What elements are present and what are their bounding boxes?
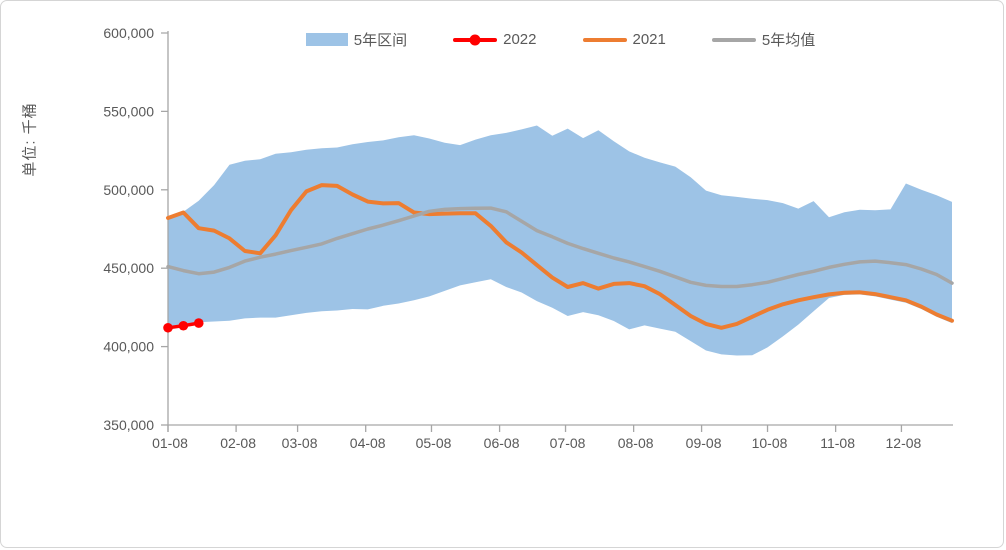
x-tick-label: 07-08 [550,435,586,451]
legend-item-5yr-mean: 5年均值 [711,29,816,50]
legend-label: 5年区间 [353,32,408,49]
band-swatch-icon [305,33,348,46]
series-2022-marker [193,318,204,328]
x-tick-label: 04-08 [350,435,386,451]
x-tick-label: 02-08 [220,435,256,451]
legend-item-2022: 2022 [453,31,537,48]
series-2021-line [166,183,954,330]
x-tick-label: 01-08 [152,435,188,451]
series-5yr-mean-line [166,206,954,289]
series-2022-marker [163,322,173,333]
y-tick-label: 500,000 [103,182,154,198]
series-2022-marker [178,320,189,331]
x-tick-label: 09-08 [686,435,722,451]
x-tick-label: 11-08 [820,435,855,451]
legend-label: 2021 [632,31,666,48]
x-tick-label: 12-08 [886,435,922,451]
x-tick-label: 08-08 [618,435,654,451]
x-tick-label: 06-08 [484,435,520,451]
legend-label: 2022 [503,31,537,48]
y-tick-label: 400,000 [103,339,154,355]
y-tick-label: 550,000 [103,103,154,119]
y-axis-title: 单位: 千桶 [21,102,39,177]
legend-label: 5年均值 [761,32,816,49]
x-tick-label: 03-08 [282,435,318,451]
y-tick-label: 350,000 [103,417,154,433]
legend-item-5yr-range: 5年区间 [305,29,408,50]
marker-dot-icon [469,34,481,45]
y-tick-label: 600,000 [103,25,154,41]
line-swatch-icon [582,37,627,42]
legend-item-2021: 2021 [582,31,666,48]
x-tick-label: 05-08 [416,435,452,451]
y-tick-label: 450,000 [103,260,154,276]
legend: 5年区间 2022 2021 5年均值 [168,29,953,50]
x-tick-label: 10-08 [752,435,788,451]
line-dot-swatch-icon [453,34,498,45]
line-swatch-icon [711,37,756,42]
